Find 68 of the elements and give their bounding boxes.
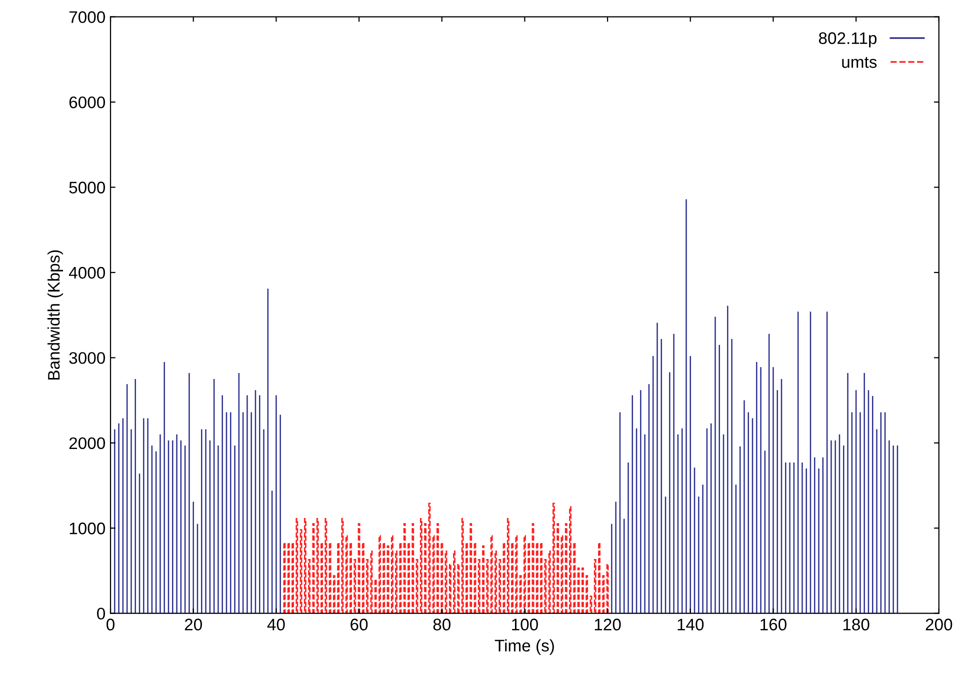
- x-tick-label: 80: [433, 618, 450, 630]
- bar: [581, 567, 584, 614]
- bar: [606, 563, 609, 614]
- bar: [370, 550, 373, 614]
- bar: [536, 542, 538, 614]
- bar: [532, 523, 534, 614]
- y-tick-label: 5000: [69, 182, 106, 194]
- bar: [540, 542, 542, 614]
- bar: [328, 542, 332, 614]
- bar: [474, 542, 476, 614]
- bar: [287, 542, 290, 614]
- bar: [598, 542, 600, 614]
- bar: [304, 518, 306, 614]
- legend-label: umts: [842, 57, 877, 68]
- bar: [523, 535, 526, 614]
- x-tick-label: 0: [106, 618, 114, 630]
- y-tick-label: 7000: [69, 11, 106, 24]
- bar: [412, 523, 414, 614]
- bar: [482, 545, 484, 614]
- bar: [569, 506, 572, 614]
- bar: [378, 535, 381, 614]
- y-tick-label: 6000: [69, 96, 106, 108]
- y-tick-label: 1000: [70, 522, 106, 534]
- x-tick-label: 60: [350, 618, 368, 630]
- bar: [590, 596, 592, 614]
- bar: [324, 518, 328, 614]
- bar: [453, 550, 456, 614]
- y-tick-label: 4000: [68, 266, 106, 279]
- bar: [577, 567, 580, 614]
- x-tick-label: 40: [267, 618, 285, 630]
- bar: [420, 518, 422, 614]
- x-axis-title: Time (s): [494, 639, 554, 655]
- bar: [560, 535, 564, 614]
- x-tick-label: 180: [843, 618, 870, 630]
- bar: [390, 535, 394, 614]
- bar: [386, 545, 390, 614]
- bar: [316, 518, 319, 614]
- y-axis-title: Bandwidth (Kbps): [47, 250, 64, 380]
- bar: [345, 535, 348, 614]
- x-tick-label: 20: [184, 618, 202, 630]
- bar: [428, 502, 431, 614]
- bar: [341, 518, 344, 614]
- bar: [399, 542, 402, 614]
- y-tick-label: 0: [97, 608, 106, 620]
- bar: [490, 535, 493, 614]
- bar: [403, 523, 406, 614]
- bar: [283, 542, 286, 614]
- bar: [312, 523, 315, 614]
- bar: [444, 550, 448, 614]
- x-tick-label: 100: [512, 618, 538, 630]
- bar: [416, 558, 418, 614]
- bar: [296, 518, 298, 614]
- x-tick-label: 120: [594, 618, 621, 630]
- bar: [552, 502, 555, 614]
- x-tick-label: 140: [678, 618, 704, 630]
- bar: [502, 542, 506, 614]
- x-tick-label: 200: [926, 618, 952, 630]
- bar: [362, 542, 364, 614]
- legend-label: 802.11p: [818, 32, 877, 48]
- bar: [461, 518, 464, 614]
- bar: [506, 518, 510, 614]
- bar: [358, 523, 360, 614]
- bar: [470, 523, 472, 614]
- bar: [515, 535, 518, 614]
- bar: [436, 523, 439, 614]
- y-tick-label: 2000: [69, 437, 106, 450]
- x-tick-label: 160: [760, 618, 786, 630]
- y-tick-label: 3000: [69, 352, 106, 364]
